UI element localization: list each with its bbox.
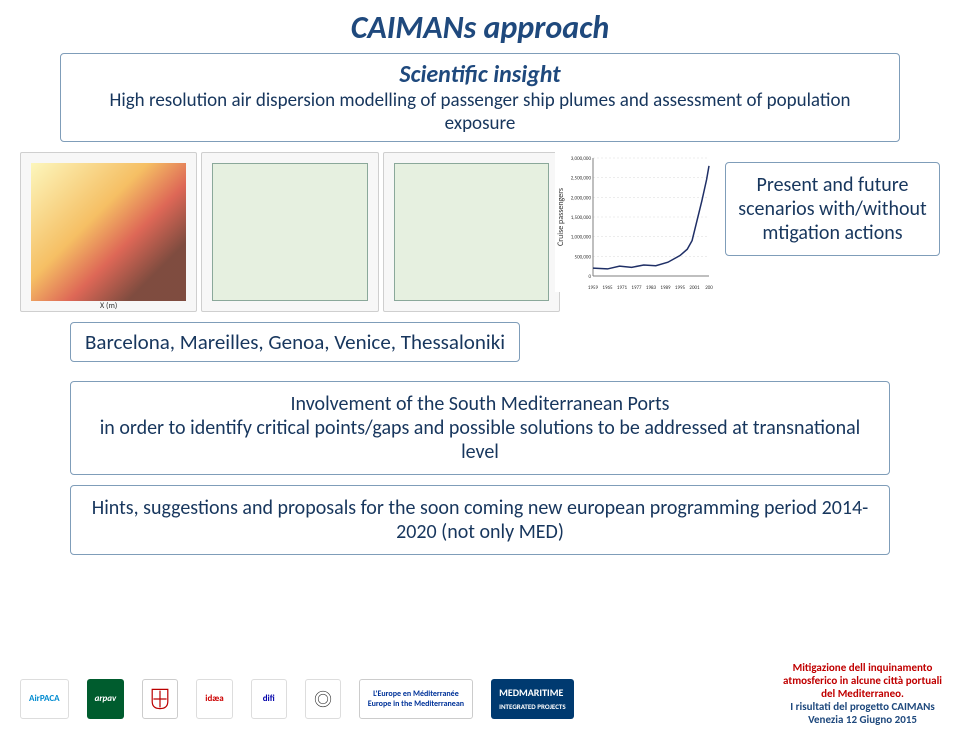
footer-l5: Venezia 12 Giugno 2015 [783,713,942,726]
svg-text:1,500,000: 1,500,000 [571,215,592,221]
arpav-logo: arpav [87,679,125,719]
involvement-box: Involvement of the South Mediterranean P… [70,381,890,475]
figures-row: X (m) 0 500,000 1,000,000 1,500,000 2,000,00… [20,152,940,377]
cruise-chart: 0 500,000 1,000,000 1,500,000 2,000,000 2,500… [555,152,715,292]
dispersion-thumb: X (m) [20,152,197,312]
svg-text:2,000,000: 2,000,000 [571,195,592,201]
airpaca-logo: AirPACA [20,679,69,719]
svg-text:2,500,000: 2,500,000 [571,176,592,182]
thumbnail-strip: X (m) [20,152,560,312]
footer-l3: del Mediterraneo. [783,687,942,700]
map-thumb-1 [201,152,378,312]
x-axis-label: X (m) [100,301,117,311]
svg-text:1983: 1983 [646,285,657,291]
footer-l2: atmosferico in alcune città portuali [783,674,942,687]
crest-logo [142,679,178,719]
ports-box: Barcelona, Mareilles, Genoa, Venice, The… [70,322,520,362]
svg-text:1971: 1971 [617,285,628,291]
footer-l4: I risultati del progetto CAIMANs [783,700,942,713]
difi-logo: difi [251,679,287,719]
medmar-l1: MEDMARITIME [499,686,563,699]
svg-text:1959: 1959 [588,285,599,291]
svg-text:1977: 1977 [631,285,642,291]
svg-text:1965: 1965 [602,285,613,291]
svg-text:Cruise passengers: Cruise passengers [556,188,566,246]
idaea-logo: idæa [196,679,232,719]
europe-line2: Europe in the Mediterranean [368,699,464,709]
svg-text:2001: 2001 [689,285,700,291]
subtitle-body: High resolution air dispersion modelling… [73,89,887,135]
scenario-box: Present and future scenarios with/withou… [725,162,940,256]
map-thumb-2 [383,152,560,312]
footer-attribution: Mitigazione dell inquinamento atmosferic… [783,661,942,726]
svg-text:0: 0 [588,274,591,280]
medmar-l2: INTEGRATED PROJECTS [499,702,566,711]
logo-strip: AirPACA arpav idæa difi L'Europe en Médi… [20,671,700,726]
page-title: CAIMANs approach [0,8,960,47]
subtitle-box: Scientific insight High resolution air d… [60,53,900,142]
hints-box: Hints, suggestions and proposals for the… [70,485,890,555]
svg-text:500,000: 500,000 [575,254,592,260]
university-logo [305,679,341,719]
svg-text:1,000,000: 1,000,000 [571,235,592,241]
involvement-line1: Involvement of the South Mediterranean P… [290,392,669,416]
footer-l1: Mitigazione dell inquinamento [783,661,942,674]
subtitle-heading: Scientific insight [73,60,887,89]
medmaritime-logo: MEDMARITIME INTEGRATED PROJECTS [491,679,574,719]
involvement-line2: in order to identify critical points/gap… [100,416,861,464]
svg-text:1995: 1995 [675,285,686,291]
europe-logo: L'Europe en Méditerranée Europe in the M… [359,679,473,719]
europe-line1: L'Europe en Méditerranée [373,689,459,699]
svg-text:1989: 1989 [660,285,671,291]
svg-text:3,000,000: 3,000,000 [571,156,592,162]
svg-text:200: 200 [705,285,713,291]
